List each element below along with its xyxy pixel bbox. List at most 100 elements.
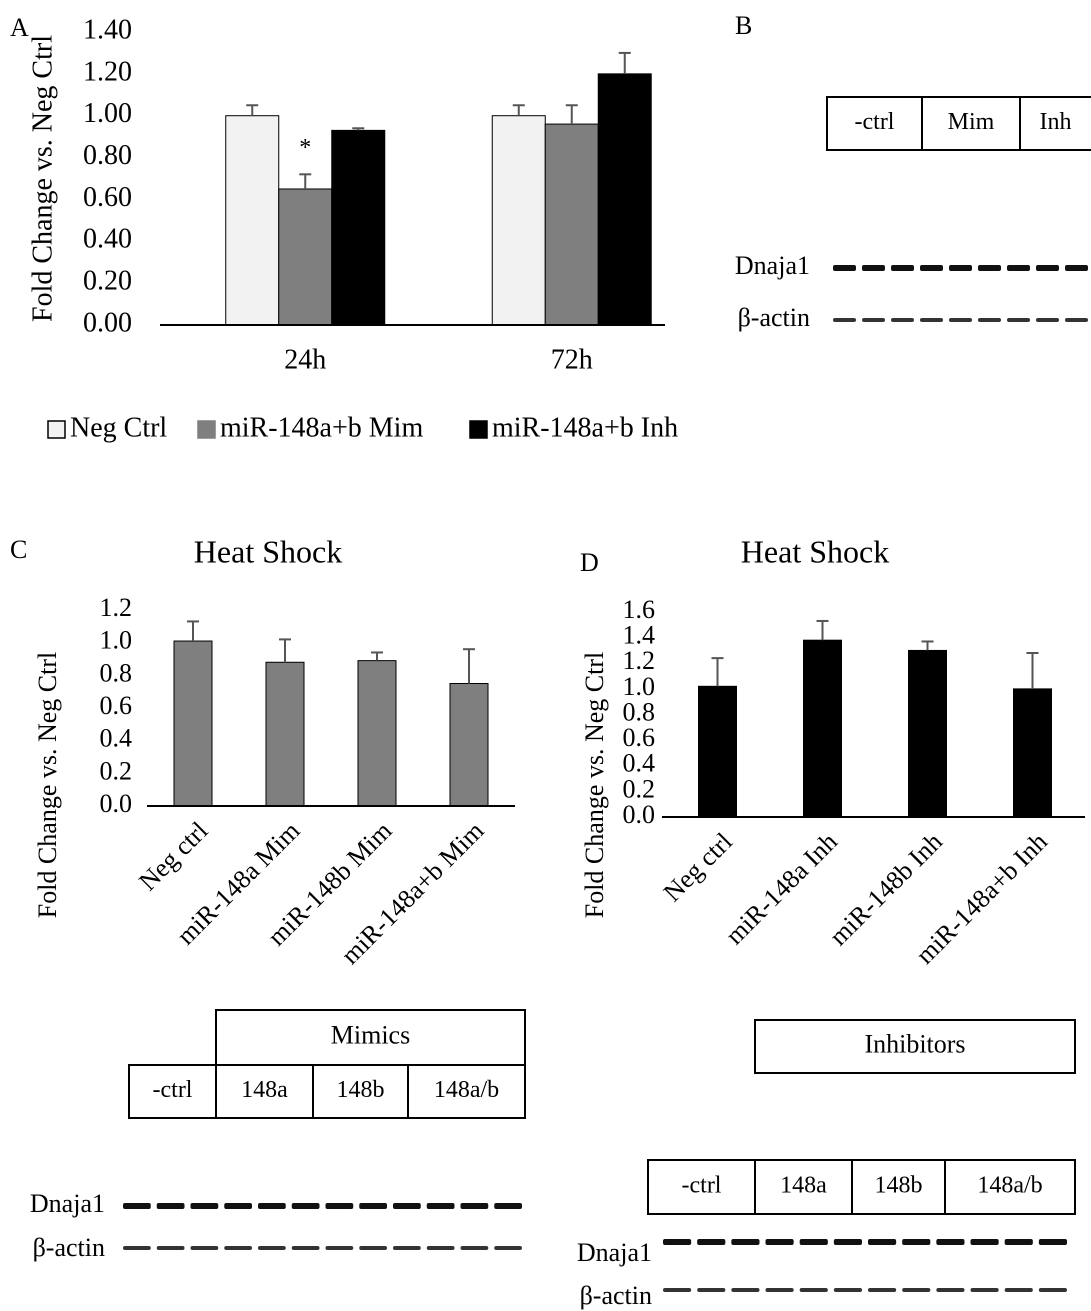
bar [332,130,385,325]
bar [450,684,488,807]
error-bar [619,53,631,74]
error-bar [371,652,383,660]
annotation: * [299,135,311,161]
band [766,1239,794,1245]
y-tick-label: 1.6 [623,595,656,624]
band [461,1203,489,1209]
figure: AFold Change vs. Neg Ctrl0.000.200.400.6… [0,0,1091,1311]
y-tick-label: 0.8 [623,697,656,726]
bar [492,116,545,325]
band [427,1246,455,1250]
band [978,318,1001,322]
band [326,1246,354,1250]
y-tick-label: 0.0 [100,789,133,818]
y-tick-label: 0.4 [100,724,133,753]
legend-swatch [198,421,215,438]
error-bar [1027,653,1039,689]
bar [804,640,842,817]
y-tick-label: 0.4 [623,749,656,778]
bar [279,189,332,325]
band [1005,1288,1033,1292]
band [978,265,1001,271]
band [1065,265,1088,271]
band [800,1239,828,1245]
band [258,1246,286,1250]
band [949,265,972,271]
group-label: -ctrl [153,1077,193,1103]
band [1007,318,1030,322]
group-label: Mim [948,109,995,135]
error-bar [922,641,934,650]
band [731,1239,759,1245]
band [1036,318,1059,322]
y-tick-label: 0.8 [100,658,133,687]
error-bar [566,105,578,124]
band [494,1203,522,1209]
band [359,1246,387,1250]
band [461,1246,489,1250]
x-tick-label: Neg ctrl [658,827,738,907]
y-tick-label: 0.00 [83,307,132,338]
group-label: -ctrl [682,1173,722,1199]
legend-label: miR-148a+b Inh [492,412,678,443]
chart-title: Heat Shock [194,533,342,569]
band [949,318,972,322]
blot-header: Mimics [331,1020,410,1049]
band [224,1246,252,1250]
y-axis-label: Fold Change vs. Neg Ctrl [27,35,58,322]
legend-swatch [48,421,65,438]
band [191,1246,219,1250]
band [427,1203,455,1209]
y-tick-label: 0.20 [83,266,132,297]
band [862,265,885,271]
band [157,1203,185,1209]
y-tick-label: 1.0 [623,672,656,701]
band [868,1288,896,1292]
legend-label: miR-148a+b Mim [220,412,423,443]
band [800,1288,828,1292]
row-label: β-actin [738,303,810,332]
group-label: 148a/b [434,1077,499,1103]
band [868,1239,896,1245]
band [833,318,856,322]
chart-title: Heat Shock [741,533,889,569]
error-bar [513,105,525,115]
row-label: β-actin [580,1281,652,1310]
error-bar [246,105,258,115]
bar [598,74,651,325]
band [663,1239,691,1245]
band [834,1288,862,1292]
x-tick-label: Neg ctrl [133,816,213,896]
band [1065,318,1088,322]
y-axis-label: Fold Change vs. Neg Ctrl [33,652,62,919]
bar [699,686,737,817]
band [1005,1239,1033,1245]
band [891,265,914,271]
band [1007,265,1030,271]
y-tick-label: 0.6 [623,723,656,752]
group-label: 148b [337,1077,385,1103]
group-label: 148b [875,1173,923,1199]
y-tick-label: 0.60 [83,182,132,213]
band [936,1239,964,1245]
blot-header: Inhibitors [864,1029,965,1058]
x-tick-label: 24h [284,344,326,375]
band [1039,1288,1067,1292]
row-label: β-actin [33,1233,105,1262]
y-tick-label: 1.0 [100,626,133,655]
y-tick-label: 1.00 [83,98,132,129]
row-label: Dnaja1 [735,251,810,280]
y-tick-label: 0.6 [100,691,133,720]
band [663,1288,691,1292]
y-tick-label: 1.2 [623,646,656,675]
error-bar [463,649,475,683]
band [224,1203,252,1209]
error-bar [712,658,724,686]
band [157,1246,185,1250]
error-bar [187,621,199,641]
group-label: 148a [241,1077,288,1103]
panel-label: C [10,535,27,564]
band [902,1239,930,1245]
band [697,1239,725,1245]
band [697,1288,725,1292]
